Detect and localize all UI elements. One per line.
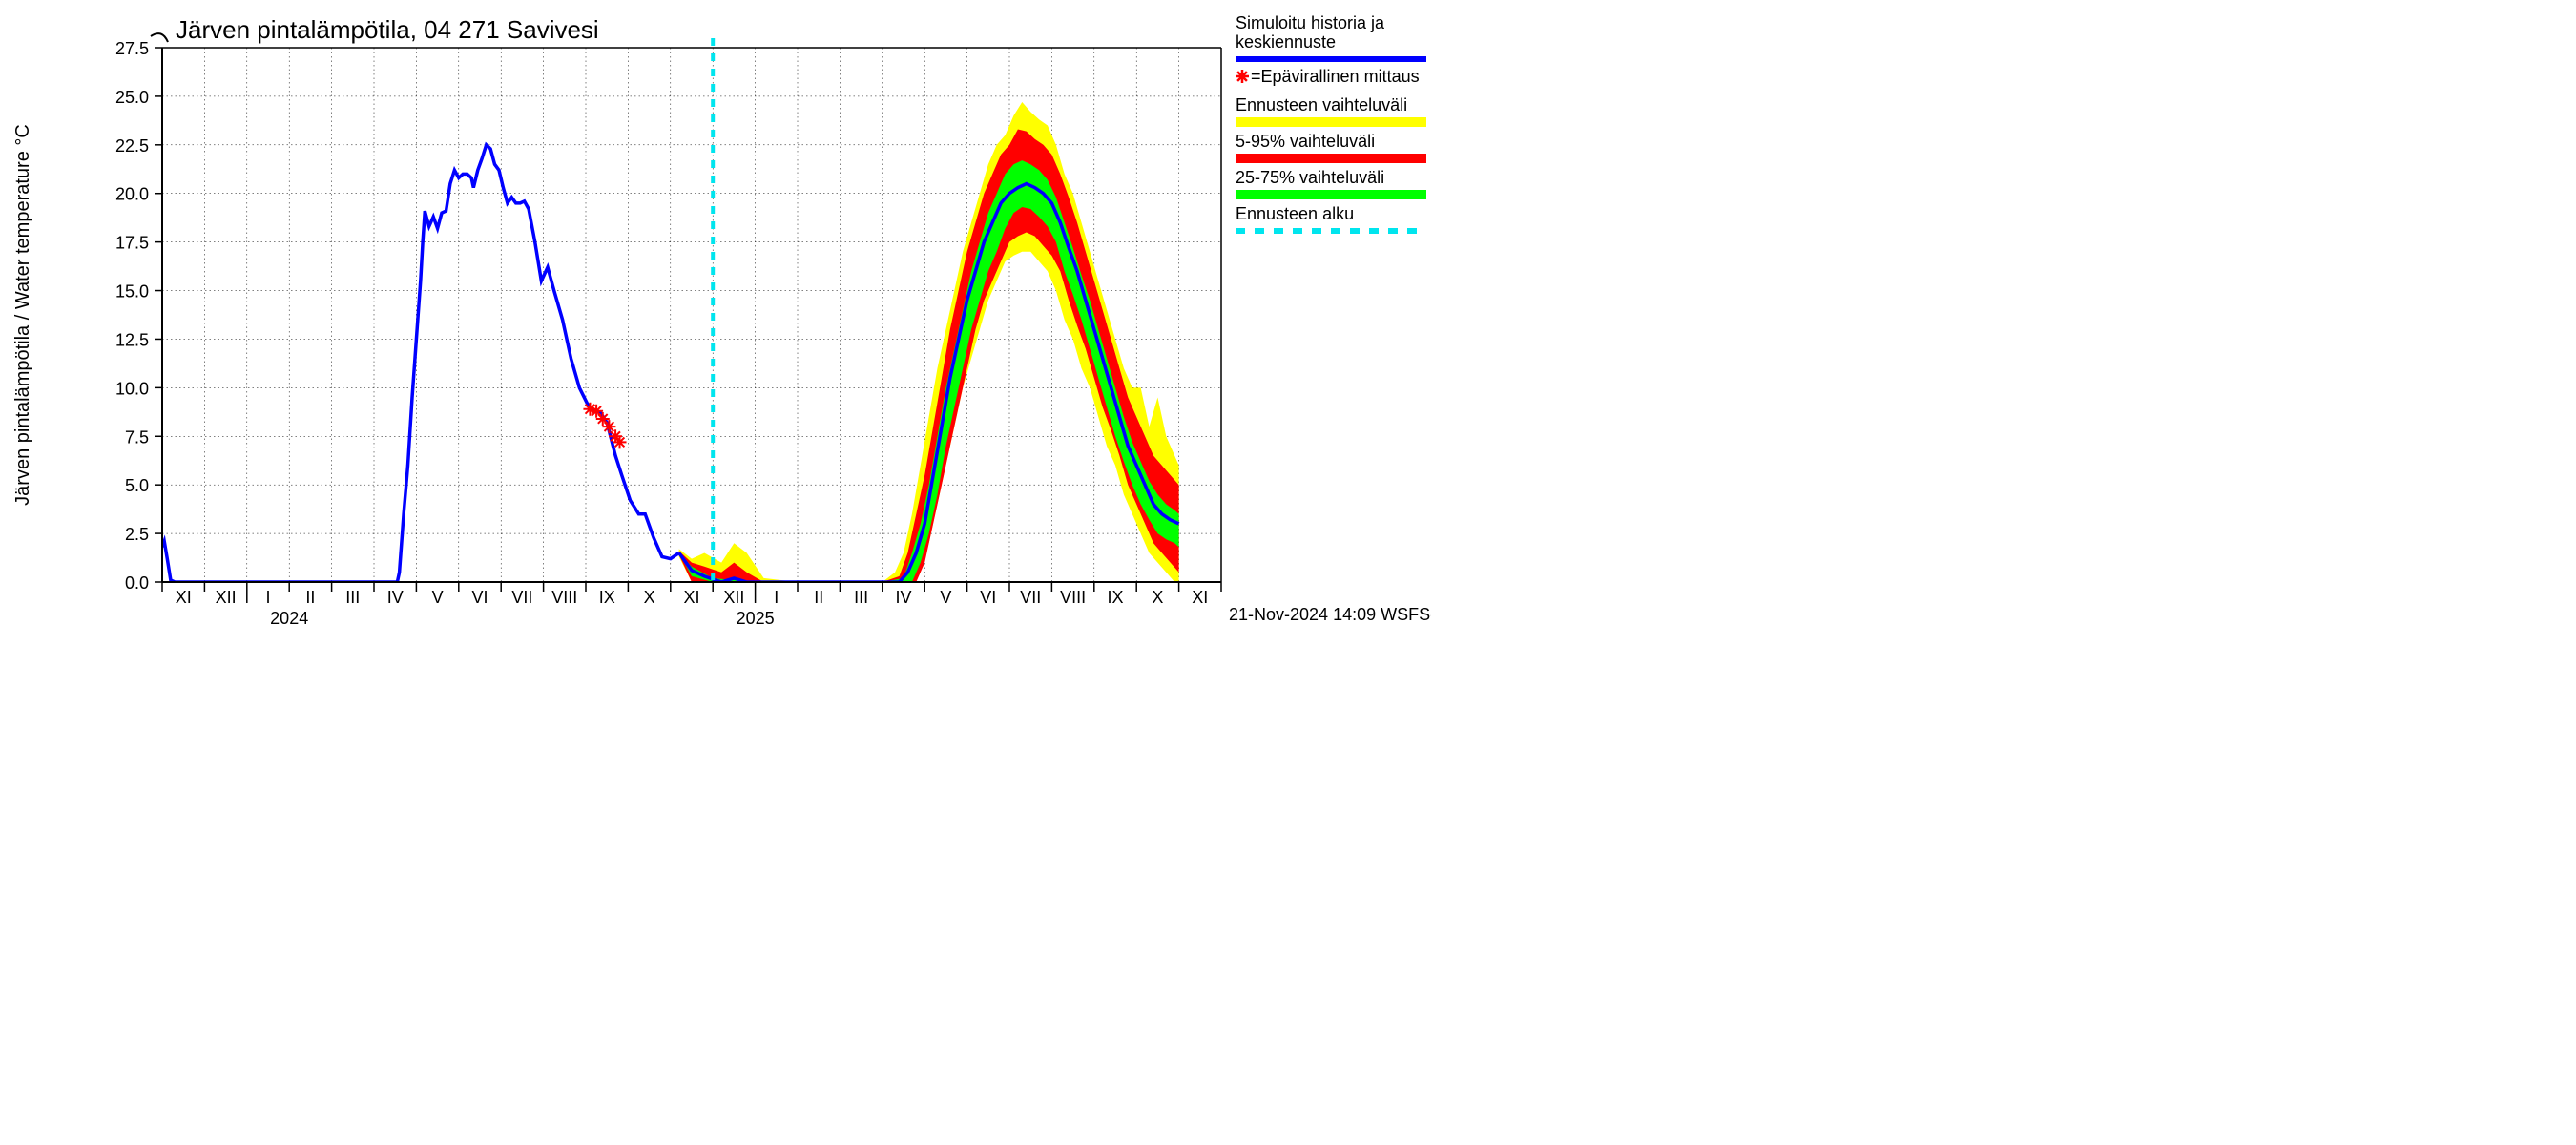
- legend-label: Ennusteen vaihteluväli: [1236, 95, 1407, 114]
- ytick-label: 22.5: [115, 136, 149, 156]
- chart-container: 0.0 2.5 5.0 7.5 10.0 12.5 15.0 17.5 20.0 22.5 25.0…: [0, 0, 1431, 636]
- xtick-label: IV: [895, 588, 911, 607]
- xtick-label: II: [814, 588, 823, 607]
- xtick-label: V: [940, 588, 951, 607]
- xtick-label: I: [774, 588, 779, 607]
- ytick-label: 2.5: [125, 525, 149, 544]
- plot-area: [162, 48, 1221, 582]
- xtick-label: X: [1152, 588, 1163, 607]
- y-axis-label: Järven pintalämpötila / Water temperatur…: [12, 124, 33, 506]
- xtick-label: IX: [599, 588, 615, 607]
- ytick-label: 12.5: [115, 330, 149, 349]
- xtick-label: XII: [723, 588, 744, 607]
- legend-swatch: [1236, 117, 1426, 127]
- xtick-label: II: [305, 588, 315, 607]
- xtick-label: X: [644, 588, 655, 607]
- year-label: 2025: [737, 609, 775, 628]
- xtick-label: XI: [683, 588, 699, 607]
- xtick-label: VIII: [1060, 588, 1086, 607]
- xtick-label: VI: [980, 588, 996, 607]
- legend-unofficial-icon: [1236, 70, 1249, 83]
- timestamp: 21-Nov-2024 14:09 WSFS-O: [1229, 605, 1431, 624]
- xtick-label: VII: [1020, 588, 1041, 607]
- xtick-label: XI: [1192, 588, 1208, 607]
- legend-label: 5-95% vaihteluväli: [1236, 132, 1375, 151]
- xtick-label: I: [265, 588, 270, 607]
- ytick-label: 7.5: [125, 427, 149, 447]
- xtick-label: IX: [1107, 588, 1123, 607]
- legend-label: Simuloitu historia ja: [1236, 13, 1385, 32]
- year-label: 2024: [270, 609, 308, 628]
- ytick-label: 15.0: [115, 282, 149, 302]
- axis-cap: [151, 33, 168, 42]
- xtick-label: III: [345, 588, 360, 607]
- chart-svg: 0.0 2.5 5.0 7.5 10.0 12.5 15.0 17.5 20.0 22.5 25.0…: [0, 0, 1431, 636]
- xtick-label: VII: [511, 588, 532, 607]
- legend-swatch: [1236, 154, 1426, 163]
- ytick-label: 20.0: [115, 185, 149, 204]
- ytick-label: 10.0: [115, 379, 149, 398]
- chart-title: Järven pintalämpötila, 04 271 Savivesi: [176, 15, 599, 44]
- legend-swatch: [1236, 190, 1426, 199]
- legend-label: Ennusteen alku: [1236, 204, 1354, 223]
- xtick-label: XII: [216, 588, 237, 607]
- ytick-label: 25.0: [115, 88, 149, 107]
- xtick-label: VI: [471, 588, 488, 607]
- ytick-label: 5.0: [125, 476, 149, 495]
- xtick-label: IV: [387, 588, 404, 607]
- xtick-label: V: [432, 588, 444, 607]
- ytick-label: 17.5: [115, 234, 149, 253]
- xtick-label: III: [854, 588, 868, 607]
- xtick-label: XI: [176, 588, 192, 607]
- ytick-label: 27.5: [115, 39, 149, 58]
- legend-label: 25-75% vaihteluväli: [1236, 168, 1384, 187]
- legend-label: =Epävirallinen mittaus: [1251, 67, 1420, 86]
- legend-label: keskiennuste: [1236, 32, 1336, 52]
- xtick-label: VIII: [551, 588, 577, 607]
- ytick-label: 0.0: [125, 573, 149, 593]
